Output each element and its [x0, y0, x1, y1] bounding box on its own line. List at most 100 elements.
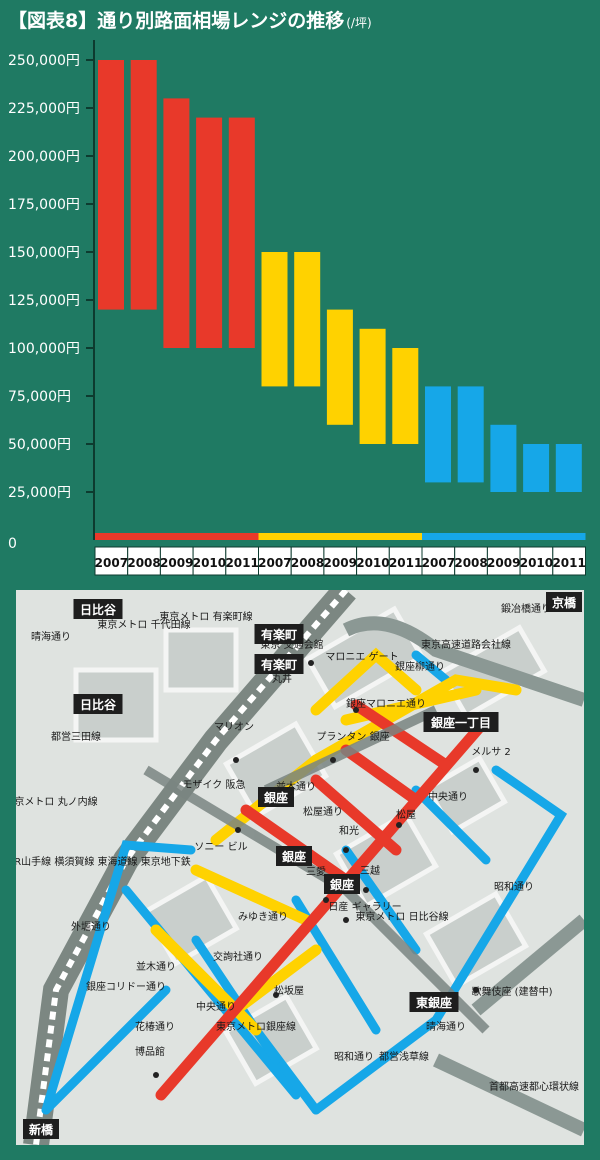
map-place-label: 松屋通り	[303, 805, 343, 818]
map-place-label: 日産 ギャラリー	[328, 900, 401, 913]
map-place-label: 晴海通り	[31, 630, 71, 643]
map-place-label: 中央通り	[428, 790, 468, 803]
station-label-box	[254, 624, 304, 644]
map-place-label: JR山手線 横須賀線 東海道線 東京地下鉄	[16, 855, 191, 868]
map-place-label: 銀座マロニエ通り	[346, 697, 426, 710]
range-bar	[130, 60, 157, 310]
x-tick-box	[94, 546, 129, 576]
chart-title: 【図表8】通り別路面相場レンジの推移 (/坪)	[8, 6, 372, 33]
map-place-label: 都営浅草線	[379, 1050, 429, 1063]
x-tick-box	[552, 546, 586, 576]
station-label-box	[73, 599, 123, 619]
x-tick-label: 2010	[193, 556, 226, 570]
map-place-label: 晴海通り	[426, 1020, 466, 1033]
x-tick-label: 2008	[127, 556, 160, 570]
map-place-label: 東京メトロ銀座線	[216, 1020, 296, 1033]
map-place-label: ソニー ビル	[194, 841, 247, 853]
x-tick-label: 2010	[356, 556, 389, 570]
range-bar	[457, 386, 484, 483]
station-label: 日比谷	[80, 697, 117, 712]
x-tick-box	[127, 546, 161, 576]
range-bar	[196, 117, 223, 348]
station-label-box	[23, 1119, 59, 1139]
y-tick-label: 100,000円	[8, 341, 80, 357]
range-bar	[490, 424, 517, 492]
station-label-box	[423, 712, 499, 732]
x-tick-box	[519, 546, 554, 576]
station-label: 京橋	[552, 595, 577, 610]
station-label-box	[276, 846, 312, 866]
map-place-label: 和光	[339, 824, 359, 837]
chart-title-unit: (/坪)	[346, 16, 372, 30]
map-place-label: 花椿通り	[135, 1020, 175, 1033]
map-place-label: 松坂屋	[274, 984, 304, 997]
map-place-label: プランタン 銀座	[316, 730, 389, 743]
landmark-dots	[153, 660, 479, 1078]
x-tick-box	[159, 546, 194, 576]
map-place-label: 丸井	[272, 672, 292, 685]
ginza-street-map: 日比谷 日比谷 有楽町 有楽町 銀座一丁目 銀座 銀座 銀座 東銀座 京橋 新橋 晴海通り 東京メトロ …	[16, 590, 584, 1145]
map-place-label: 昭和通り	[334, 1051, 374, 1063]
station-label-box	[73, 694, 123, 714]
range-bar	[555, 444, 582, 492]
station-label-box	[254, 654, 304, 674]
x-tick-label: 2009	[160, 556, 193, 570]
x-tick-label: 2009	[487, 556, 520, 570]
map-place-label: モザイク 阪急	[183, 778, 246, 791]
map-place-label: 東京メトロ 千代田線	[97, 618, 190, 631]
range-bar	[425, 386, 451, 483]
range-bar	[294, 252, 321, 387]
group-band	[258, 533, 422, 540]
range-bar	[392, 348, 419, 444]
map-place-label: 三越	[360, 864, 380, 877]
y-tick-label: 150,000円	[8, 245, 80, 261]
x-axis: 2007 2008 2009 2010 2011 2007 2008 2009 2010 2011…	[94, 533, 586, 576]
map-place-label: 東京高速道路会社線	[421, 638, 511, 651]
map-place-label: 博品館	[135, 1045, 165, 1058]
range-bar	[326, 309, 353, 425]
map-place-label: みゆき通り	[238, 911, 288, 923]
map-place-label: 外堀通り	[71, 921, 111, 933]
x-tick-label: 2011	[552, 556, 585, 570]
x-tick-label: 2007	[422, 556, 455, 570]
map-place-label: メルサ 2	[471, 746, 511, 758]
station-label-box	[258, 787, 294, 807]
x-tick-label: 2009	[324, 556, 357, 570]
map-place-label: 交詢社通り	[213, 950, 263, 963]
group-band	[422, 533, 586, 540]
x-tick-label: 2007	[258, 556, 291, 570]
x-tick-box	[258, 546, 292, 576]
map-place-label: 鍛冶橋通り	[501, 602, 551, 615]
station-label: 新橋	[29, 1122, 54, 1137]
station-label: 有楽町	[261, 657, 297, 672]
y-tick-label: 225,000円	[8, 101, 80, 117]
x-tick-box	[356, 546, 390, 576]
x-tick-label: 2011	[389, 556, 422, 570]
y-tick-label: 50,000円	[8, 437, 71, 453]
station-label: 銀座	[281, 849, 306, 864]
map-place-label: 松屋	[396, 808, 416, 821]
x-tick-label: 2011	[225, 556, 258, 570]
x-tick-box	[486, 546, 521, 576]
range-bar	[261, 252, 288, 387]
range-bar	[523, 444, 550, 492]
range-chart: 0 25,000円 50,000円 75,000円 100,000円 125,000円 15…	[8, 40, 586, 576]
map-place-label: 首都高速都心環状線	[489, 1080, 579, 1093]
range-bar	[98, 60, 124, 310]
station-label-box	[324, 874, 360, 894]
station-label-box	[546, 592, 582, 612]
map-place-label: 昭和通り	[494, 881, 534, 893]
y-tick-label: 250,000円	[8, 53, 80, 69]
station-label: 銀座	[263, 790, 288, 805]
y-tick-label: 75,000円	[8, 389, 71, 405]
map-place-label: 銀座柳通り	[395, 660, 445, 673]
map-place-label: 東京メトロ 丸ノ内線	[16, 795, 98, 808]
x-tick-label: 2007	[95, 556, 128, 570]
y-axis-labels: 0 25,000円 50,000円 75,000円 100,000円 125,000円 15…	[8, 40, 95, 552]
y-tick-label: 175,000円	[8, 197, 80, 213]
station-label-box	[409, 992, 459, 1012]
map-place-label: 歌舞伎座 (建替中)	[472, 985, 553, 998]
map-place-label: マロニエ ゲート	[325, 651, 398, 663]
x-tick-box	[388, 546, 423, 576]
station-label: 日比谷	[80, 602, 117, 617]
